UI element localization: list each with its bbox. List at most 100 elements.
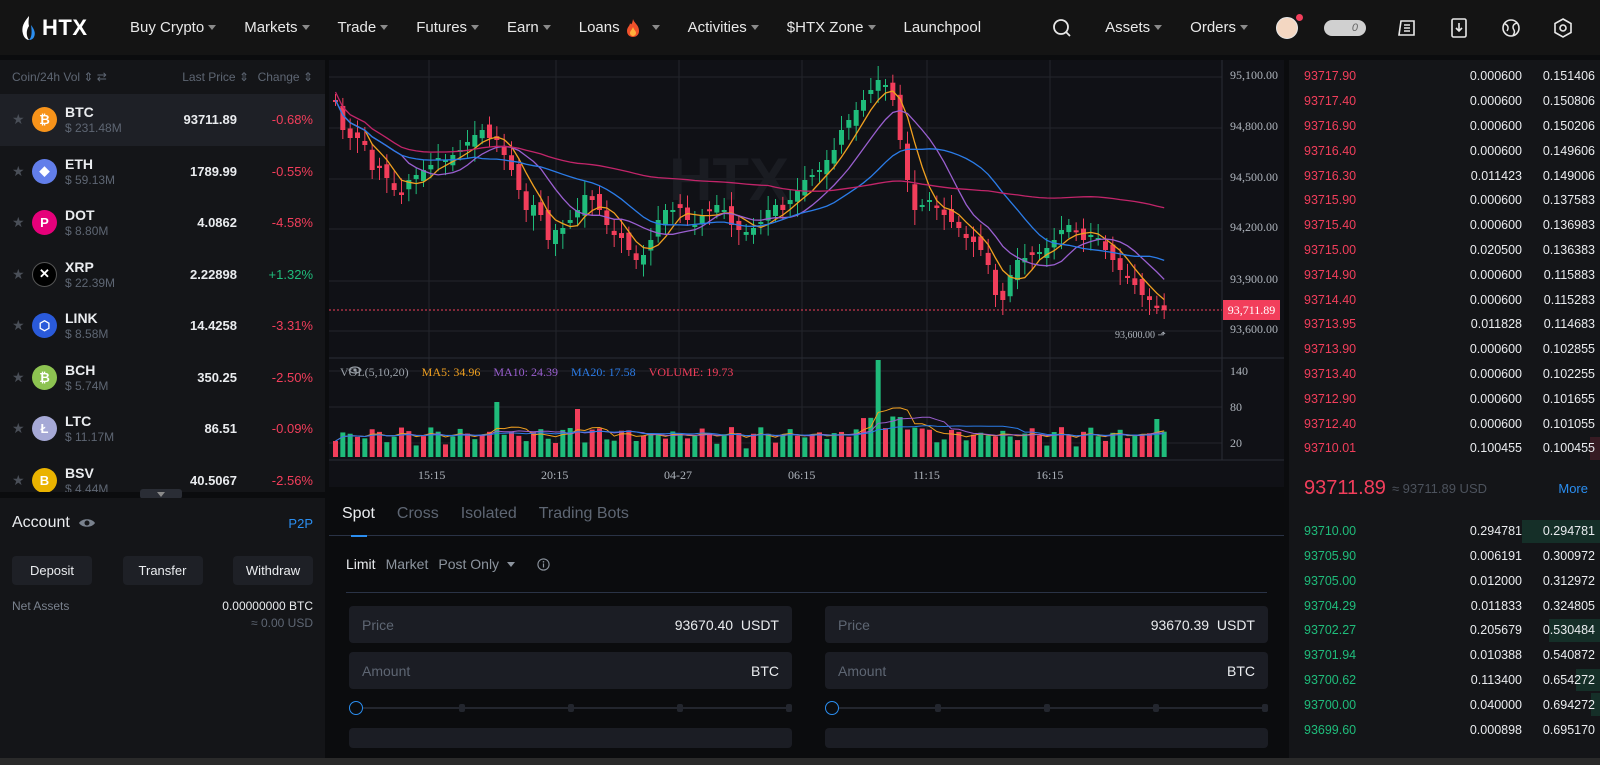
tab-isolated[interactable]: Isolated (460, 504, 517, 522)
avatar[interactable] (1276, 13, 1303, 39)
favorite-star-icon[interactable]: ★ (12, 471, 25, 488)
nav-htx-zone[interactable]: $HTX Zone (787, 19, 876, 36)
market-row-btc[interactable]: ★ ₿ BTC $ 231.48M 93711.89 -0.68% (0, 94, 325, 146)
buy-price-input[interactable]: Price 93670.40 USDT (349, 606, 792, 643)
ask-row[interactable]: 93716.30 0.011423 0.149006 (1289, 163, 1600, 188)
sort-change[interactable]: Change ⇕ (257, 70, 313, 84)
price-chart[interactable]: HTX 95,100.00 94,800.00 94,500.00 94,200… (329, 60, 1284, 487)
ask-row[interactable]: 93717.90 0.000600 0.151406 (1289, 64, 1600, 89)
tab-cross[interactable]: Cross (396, 504, 439, 522)
slider-knob[interactable] (825, 701, 839, 715)
withdraw-button[interactable]: Withdraw (233, 556, 313, 585)
ask-row[interactable]: 93710.01 0.100455 0.100455 (1289, 436, 1600, 461)
ask-row[interactable]: 93715.90 0.000600 0.137583 (1289, 188, 1600, 213)
ask-row[interactable]: 93716.40 0.000600 0.149606 (1289, 138, 1600, 163)
more-link[interactable]: More (1558, 481, 1588, 497)
ask-row[interactable]: 93717.40 0.000600 0.150806 (1289, 89, 1600, 114)
market-row-dot[interactable]: ★ P DOT $ 8.80M 4.0862 -4.58% (0, 197, 325, 249)
sell-total-input[interactable] (825, 728, 1268, 748)
language-button[interactable] (1500, 17, 1522, 39)
globe-icon (1502, 18, 1520, 37)
time-axis-label: 04-27 (664, 468, 692, 482)
sell-amount-slider[interactable] (825, 698, 1268, 718)
nav-launchpool[interactable]: Launchpool (904, 19, 982, 36)
ask-row[interactable]: 93716.90 0.000600 0.150206 (1289, 114, 1600, 139)
bid-row[interactable]: 93702.27 0.205679 0.530484 (1289, 618, 1600, 643)
low-price-marker: 93,600.00 ⬏ (1115, 330, 1166, 341)
nav-loans[interactable]: Loans (579, 18, 660, 38)
bid-row[interactable]: 93710.00 0.294781 0.294781 (1289, 519, 1600, 544)
assets-menu[interactable]: Assets (1105, 19, 1163, 36)
market-row-xrp[interactable]: ★ ✕ XRP $ 22.39M 2.22898 +1.32% (0, 249, 325, 301)
search-button[interactable] (1051, 17, 1073, 39)
ask-row[interactable]: 93713.95 0.011828 0.114683 (1289, 312, 1600, 337)
ask-row[interactable]: 93713.40 0.000600 0.102255 (1289, 362, 1600, 387)
slider-knob[interactable] (349, 701, 363, 715)
header-label: Change (257, 70, 300, 84)
nav-buy-crypto[interactable]: Buy Crypto (130, 19, 217, 36)
market-row-bsv[interactable]: ★ B BSV $ 4.44M 40.5067 -2.56% (0, 455, 325, 492)
eye-icon[interactable] (348, 365, 362, 375)
orders-menu[interactable]: Orders (1190, 19, 1248, 36)
settings-button[interactable] (1552, 17, 1574, 39)
tab-spot[interactable]: Spot (342, 492, 375, 537)
bid-row[interactable]: 93699.60 0.000898 0.695170 (1289, 717, 1600, 742)
order-type-limit[interactable]: Limit (346, 556, 376, 572)
market-row-link[interactable]: ★ ⬡ LINK $ 8.58M 14.4258 -3.31% (0, 300, 325, 352)
collapse-market-list-button[interactable] (140, 489, 182, 499)
toggle-switch[interactable]: 0 (1324, 19, 1366, 36)
candlestick-chart[interactable]: HTX (329, 60, 1284, 487)
sort-coin-vol[interactable]: Coin/24h Vol ⇕ ⇄ (12, 70, 107, 84)
favorite-star-icon[interactable]: ★ (12, 214, 25, 231)
nav-futures[interactable]: Futures (416, 19, 480, 36)
nav-trade[interactable]: Trade (338, 19, 389, 36)
order-book-mid-price: 93711.89 ≈ 93711.89 USD More (1289, 465, 1600, 513)
sell-price-input[interactable]: Price 93670.39 USDT (825, 606, 1268, 643)
buy-total-input[interactable] (349, 728, 792, 748)
favorite-star-icon[interactable]: ★ (12, 317, 25, 334)
deposit-button[interactable]: Deposit (12, 556, 92, 585)
order-type-market[interactable]: Market (385, 556, 429, 572)
sell-amount-input[interactable]: Amount BTC (825, 652, 1268, 689)
favorite-star-icon[interactable]: ★ (12, 162, 25, 179)
tab-trading-bots[interactable]: Trading Bots (538, 504, 629, 522)
market-row-eth[interactable]: ★ ◆ ETH $ 59.13M 1789.99 -0.55% (0, 146, 325, 198)
order-type-post-only[interactable]: Post Only (438, 556, 516, 572)
ask-row[interactable]: 93713.90 0.000600 0.102855 (1289, 337, 1600, 362)
eye-icon[interactable] (78, 517, 96, 529)
favorite-star-icon[interactable]: ★ (12, 265, 25, 282)
coin-last-price: 93711.89 (183, 112, 237, 128)
favorite-star-icon[interactable]: ★ (12, 420, 25, 437)
transfer-button[interactable]: Transfer (122, 556, 203, 585)
ask-row[interactable]: 93712.90 0.000600 0.101655 (1289, 386, 1600, 411)
nav-activities[interactable]: Activities (688, 19, 759, 36)
buy-amount-slider[interactable] (349, 698, 792, 718)
messages-button[interactable] (1396, 17, 1418, 39)
ask-row[interactable]: 93714.90 0.000600 0.115883 (1289, 262, 1600, 287)
info-icon[interactable] (537, 557, 550, 571)
bid-row[interactable]: 93701.94 0.010388 0.540872 (1289, 643, 1600, 668)
market-row-ltc[interactable]: ★ Ł LTC $ 11.17M 86.51 -0.09% (0, 403, 325, 455)
ask-total: 0.102255 (1542, 366, 1595, 381)
market-row-bch[interactable]: ★ ₿ BCH $ 5.74M 350.25 -2.50% (0, 352, 325, 404)
sort-last-price[interactable]: Last Price ⇕ (182, 70, 249, 84)
bid-row[interactable]: 93700.00 0.040000 0.694272 (1289, 692, 1600, 717)
download-button[interactable] (1448, 17, 1470, 39)
bid-row[interactable]: 93705.90 0.006191 0.300972 (1289, 544, 1600, 569)
bid-row[interactable]: 93700.62 0.113400 0.654272 (1289, 668, 1600, 693)
coin-change: -3.31% (271, 318, 313, 334)
buy-amount-input[interactable]: Amount BTC (349, 652, 792, 689)
favorite-star-icon[interactable]: ★ (12, 111, 25, 128)
nav-earn[interactable]: Earn (507, 19, 551, 36)
p2p-link[interactable]: P2P (288, 515, 313, 531)
htx-logo[interactable]: HTX (20, 15, 120, 41)
ask-row[interactable]: 93714.40 0.000600 0.115283 (1289, 287, 1600, 312)
ask-row[interactable]: 93715.40 0.000600 0.136983 (1289, 213, 1600, 238)
ask-row[interactable]: 93715.00 0.020500 0.136383 (1289, 238, 1600, 263)
nav-markets[interactable]: Markets (244, 19, 310, 36)
favorite-star-icon[interactable]: ★ (12, 368, 25, 385)
bid-row[interactable]: 93705.00 0.012000 0.312972 (1289, 568, 1600, 593)
ask-row[interactable]: 93712.40 0.000600 0.101055 (1289, 411, 1600, 436)
bid-row[interactable]: 93704.29 0.011833 0.324805 (1289, 593, 1600, 618)
ask-price: 93717.90 (1304, 69, 1357, 84)
